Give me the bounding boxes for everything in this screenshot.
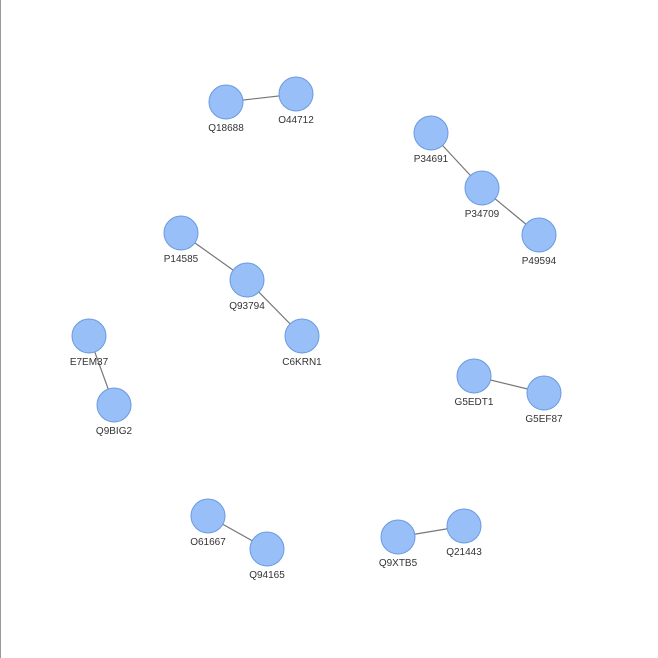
node-label: Q21443 — [446, 547, 482, 558]
node-G5EDT1[interactable]: G5EDT1 — [455, 358, 494, 408]
node-O61667[interactable]: O61667 — [190, 498, 226, 548]
node-label: Q18688 — [208, 123, 244, 134]
node-circle[interactable] — [446, 508, 482, 544]
node-label: Q9XTB5 — [379, 558, 418, 569]
node-circle[interactable] — [96, 387, 132, 423]
node-label: P14585 — [164, 254, 199, 265]
node-label: G5EDT1 — [455, 397, 494, 408]
node-layer: Q18688 O44712 P34691 P34709 P49594 P14585 Q937… — [70, 76, 563, 581]
node-circle[interactable] — [521, 217, 557, 253]
node-P34709[interactable]: P34709 — [464, 170, 500, 220]
node-C6KRN1[interactable]: C6KRN1 — [282, 318, 322, 368]
node-label: G5EF87 — [525, 414, 563, 425]
node-O44712[interactable]: O44712 — [278, 76, 314, 126]
node-label: O44712 — [278, 115, 314, 126]
node-circle[interactable] — [284, 318, 320, 354]
node-circle[interactable] — [413, 115, 449, 151]
node-label: C6KRN1 — [282, 357, 322, 368]
node-Q93794[interactable]: Q93794 — [229, 262, 265, 312]
node-circle[interactable] — [526, 375, 562, 411]
node-label: P34691 — [414, 154, 449, 165]
node-label: Q9BIG2 — [96, 426, 133, 437]
node-P14585[interactable]: P14585 — [163, 215, 199, 265]
node-E7EM37[interactable]: E7EM37 — [70, 318, 109, 368]
node-circle[interactable] — [278, 76, 314, 112]
node-label: Q94165 — [249, 570, 285, 581]
node-Q94165[interactable]: Q94165 — [249, 531, 285, 581]
node-label: P34709 — [465, 209, 500, 220]
node-label: E7EM37 — [70, 357, 109, 368]
node-Q18688[interactable]: Q18688 — [208, 84, 244, 134]
node-P34691[interactable]: P34691 — [413, 115, 449, 165]
node-label: Q93794 — [229, 301, 265, 312]
node-G5EF87[interactable]: G5EF87 — [525, 375, 563, 425]
node-circle[interactable] — [464, 170, 500, 206]
node-circle[interactable] — [71, 318, 107, 354]
node-circle[interactable] — [163, 215, 199, 251]
node-circle[interactable] — [380, 519, 416, 555]
node-circle[interactable] — [249, 531, 285, 567]
node-Q21443[interactable]: Q21443 — [446, 508, 482, 558]
node-circle[interactable] — [208, 84, 244, 120]
node-Q9BIG2[interactable]: Q9BIG2 — [96, 387, 133, 437]
edge-layer — [88, 93, 545, 550]
node-circle[interactable] — [190, 498, 226, 534]
node-P49594[interactable]: P49594 — [521, 217, 557, 267]
node-Q9XTB5[interactable]: Q9XTB5 — [379, 519, 418, 569]
node-label: P49594 — [522, 256, 557, 267]
node-label: O61667 — [190, 537, 226, 548]
node-circle[interactable] — [456, 358, 492, 394]
node-circle[interactable] — [229, 262, 265, 298]
